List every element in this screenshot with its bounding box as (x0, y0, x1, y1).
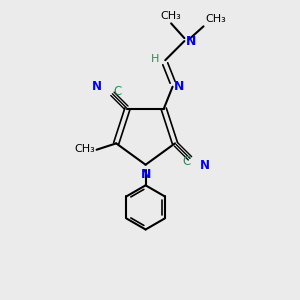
Text: CH₃: CH₃ (74, 144, 95, 154)
Text: N: N (174, 80, 184, 93)
Text: N: N (186, 34, 196, 48)
Text: N: N (140, 168, 151, 181)
Text: N: N (92, 80, 102, 93)
Text: C: C (182, 155, 190, 168)
Text: CH₃: CH₃ (205, 14, 226, 24)
Text: CH₃: CH₃ (161, 11, 182, 21)
Text: H: H (150, 54, 159, 64)
Text: C: C (113, 85, 121, 98)
Text: N: N (200, 159, 210, 172)
